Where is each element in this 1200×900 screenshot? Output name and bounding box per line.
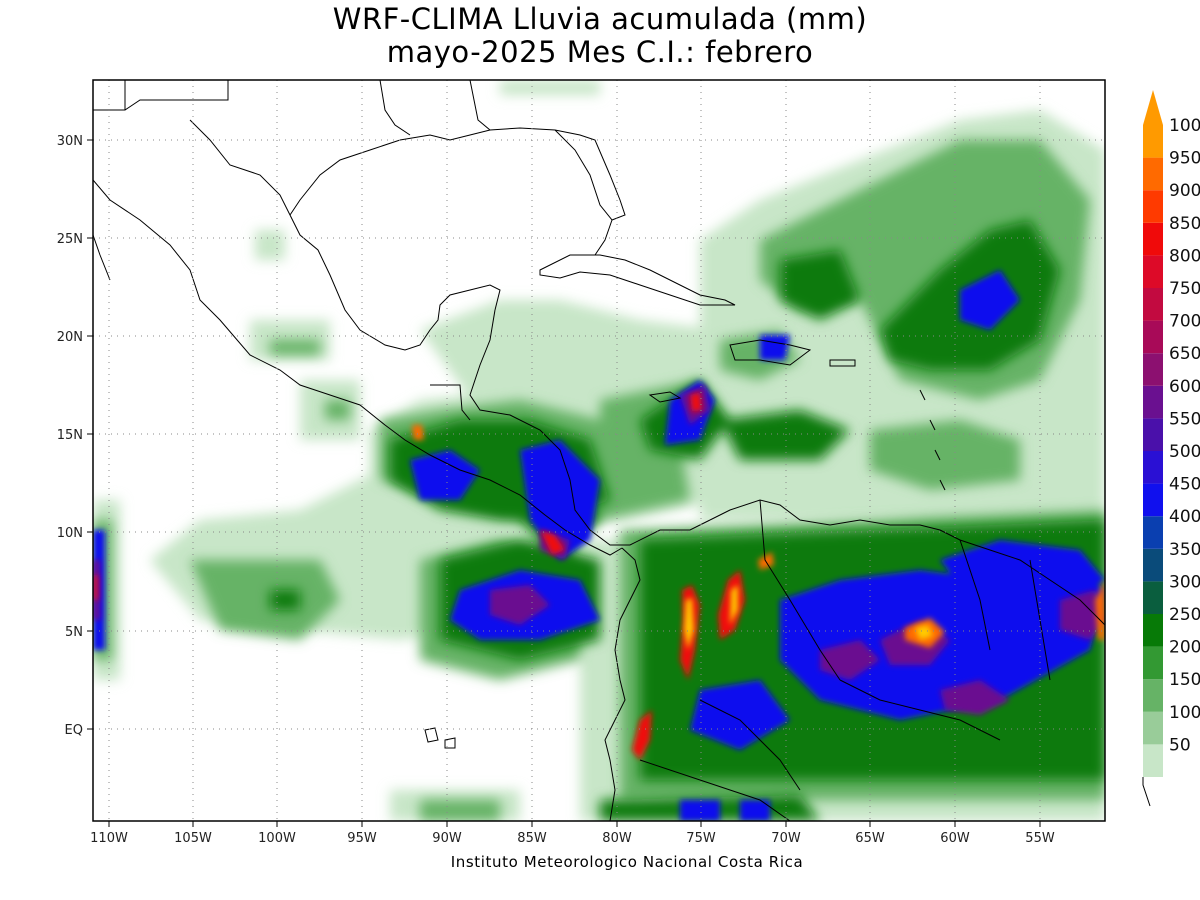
legend-label: 800	[1169, 246, 1200, 266]
legend-labels: 50 100 150 200 250 300 350 400 450 500 550 600 650 70…	[1169, 116, 1200, 755]
x-tick-label: 100W	[258, 831, 296, 846]
x-tick-label: 85W	[517, 831, 547, 846]
legend-arrow-top	[1143, 90, 1163, 125]
y-tick-label: 25N	[57, 232, 83, 247]
legend-color-box	[1143, 125, 1163, 158]
legend-label: 250	[1169, 605, 1200, 625]
legend-label: 100	[1169, 703, 1200, 723]
legend-label: 900	[1169, 181, 1200, 201]
rain-level-1000	[684, 585, 933, 650]
coastlines	[93, 80, 1105, 821]
legend-label: 300	[1169, 572, 1200, 592]
x-tick-label: 80W	[602, 831, 632, 846]
legend-color-box	[1143, 744, 1163, 777]
legend-color-box	[1143, 679, 1163, 712]
y-tick-label: 5N	[65, 625, 83, 640]
y-tick-label: 20N	[57, 330, 83, 345]
legend-label: 750	[1169, 279, 1200, 299]
legend-label: 700	[1169, 312, 1200, 332]
x-tick-label: 90W	[432, 831, 462, 846]
legend-color-box	[1143, 190, 1163, 223]
legend-label: 850	[1169, 214, 1200, 234]
y-tick-label: 30N	[57, 134, 83, 149]
legend-color-box	[1143, 418, 1163, 451]
map-title: WRF-CLIMA Lluvia acumulada (mm)	[332, 2, 868, 36]
legend-label: 400	[1169, 507, 1200, 527]
legend-label: 1000	[1169, 116, 1200, 136]
grid-lines	[93, 80, 1105, 821]
legend-label: 550	[1169, 409, 1200, 429]
legend-color-box	[1143, 222, 1163, 256]
legend-label: 950	[1169, 149, 1200, 169]
tick-marks	[87, 139, 1041, 827]
legend-color-box	[1143, 451, 1163, 484]
legend-color-box	[1143, 353, 1163, 386]
legend-color-box	[1143, 288, 1163, 321]
legend-label: 600	[1169, 377, 1200, 397]
legend-color-box	[1143, 646, 1163, 680]
legend-color-box	[1143, 581, 1163, 614]
legend-color-box	[1143, 711, 1163, 745]
map-frame	[92, 79, 1106, 822]
x-tick-label: 55W	[1025, 831, 1055, 846]
legend-label: 500	[1169, 442, 1200, 462]
legend-label: 150	[1169, 670, 1200, 690]
x-tick-label: 70W	[771, 831, 801, 846]
y-tick-label: EQ	[65, 723, 83, 738]
legend-color-box	[1143, 320, 1163, 354]
legend-label: 350	[1169, 540, 1200, 560]
legend-color-box	[1143, 614, 1163, 647]
legend-label: 450	[1169, 475, 1200, 495]
legend-color-box	[1143, 385, 1163, 419]
legend-label: 200	[1169, 638, 1200, 658]
x-tick-label: 60W	[940, 831, 970, 846]
x-tick-label: 110W	[90, 831, 128, 846]
y-tick-label: 15N	[57, 428, 83, 443]
y-axis-labels: 30N 25N 20N 15N 10N 5N EQ	[57, 134, 83, 738]
legend-color-box	[1143, 548, 1163, 582]
x-tick-label: 95W	[347, 831, 377, 846]
x-axis-labels: 110W 105W 100W 95W 90W 85W 80W 75W 70W 6…	[90, 831, 1055, 846]
legend-color-box	[1143, 516, 1163, 549]
y-tick-label: 10N	[57, 526, 83, 541]
legend-label: 50	[1169, 735, 1191, 755]
x-tick-label: 105W	[174, 831, 212, 846]
legend-color-box	[1143, 157, 1163, 191]
map-subtitle: mayo-2025 Mes C.I.: febrero	[386, 35, 814, 69]
footer-credit: Instituto Meteorologico Nacional Costa R…	[450, 853, 804, 871]
legend-boxes	[1143, 125, 1163, 777]
legend-color-box	[1143, 255, 1163, 288]
legend-label: 650	[1169, 344, 1200, 364]
legend-color-box	[1143, 483, 1163, 517]
x-tick-label: 75W	[686, 831, 716, 846]
legend-arrow-bottom	[1142, 777, 1151, 807]
x-tick-label: 65W	[855, 831, 885, 846]
